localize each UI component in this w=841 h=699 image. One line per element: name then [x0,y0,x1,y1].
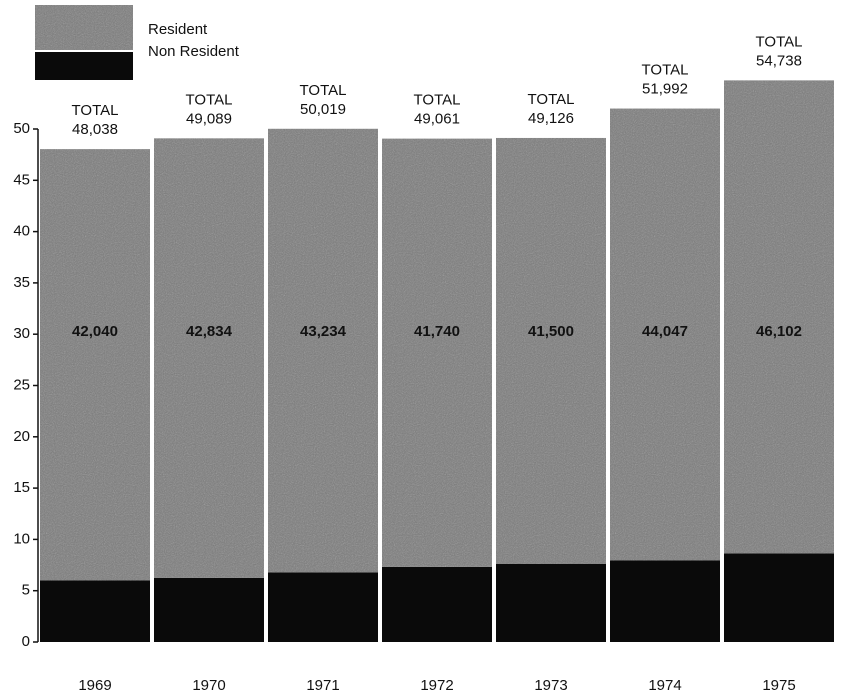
total-heading: TOTAL [300,82,347,99]
value-label: 46,102 [756,323,802,340]
y-tick-label: 30 [13,325,30,342]
x-tick-label: 1974 [648,677,681,694]
value-label: 42,834 [186,323,233,340]
y-tick-label: 45 [13,171,30,188]
y-tick-label: 5 [22,582,30,599]
bar-segment [382,138,492,567]
bar-segment [724,80,834,554]
legend-label: Resident [148,21,208,38]
total-label: 49,089 [186,110,232,127]
x-tick-label: 1975 [762,677,795,694]
value-label: 41,500 [528,323,574,340]
value-label: 43,234 [300,323,347,340]
bar-segment [610,560,720,642]
y-tick-label: 0 [22,633,30,650]
total-label: 48,038 [72,121,118,138]
total-label: 54,738 [756,52,802,69]
total-label: 49,061 [414,111,460,128]
y-tick-label: 25 [13,376,30,393]
total-heading: TOTAL [756,33,803,50]
y-tick-label: 35 [13,274,30,291]
bar-segment [154,577,264,642]
bar-segment [40,580,150,642]
x-tick-label: 1973 [534,677,567,694]
total-heading: TOTAL [414,92,461,109]
total-label: 51,992 [642,81,688,98]
value-label: 41,740 [414,323,460,340]
x-tick-label: 1971 [306,677,339,694]
y-tick-label: 15 [13,479,30,496]
y-tick-label: 50 [13,120,30,137]
total-heading: TOTAL [72,102,119,119]
bar-segment [382,566,492,642]
x-tick-label: 1972 [420,677,453,694]
total-label: 50,019 [300,101,346,118]
bar-segment [40,149,150,581]
value-label: 42,040 [72,323,118,340]
total-heading: TOTAL [528,91,575,108]
bar-segment [268,128,378,573]
x-tick-label: 1969 [78,677,111,694]
value-label: 44,047 [642,323,688,340]
bar-segment [496,563,606,642]
legend-swatch [35,5,133,50]
x-tick-label: 1970 [192,677,225,694]
bar-segment [154,138,264,578]
bar-segment [610,108,720,561]
y-tick-label: 40 [13,223,30,240]
y-tick-label: 20 [13,428,30,445]
legend-label: Non Resident [148,43,240,60]
bar-segment [724,553,834,642]
bar-segment [496,137,606,564]
total-heading: TOTAL [642,62,689,79]
total-label: 49,126 [528,110,574,127]
legend-swatch [35,52,133,80]
total-heading: TOTAL [186,91,233,108]
bar-segment [268,572,378,642]
y-tick-label: 10 [13,530,30,547]
